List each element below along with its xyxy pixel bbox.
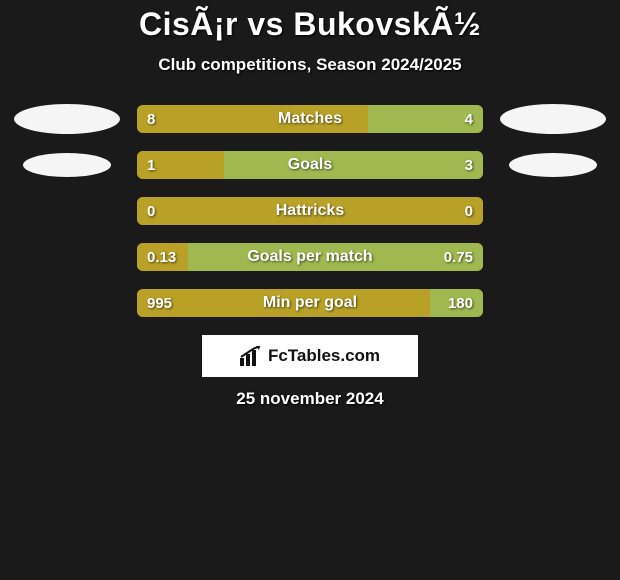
player-avatar-left xyxy=(23,153,111,177)
avatar-wrap-right xyxy=(493,104,613,134)
stat-row: 995180Min per goal xyxy=(0,285,620,321)
stat-label: Hattricks xyxy=(137,197,483,225)
stat-bar: 84Matches xyxy=(137,105,483,133)
brand-text: FcTables.com xyxy=(268,346,380,366)
date-label: 25 november 2024 xyxy=(0,389,620,409)
page-title: CisÃ¡r vs BukovskÃ½ xyxy=(0,6,620,43)
stat-label: Matches xyxy=(137,105,483,133)
avatar-wrap-right xyxy=(493,153,613,177)
stat-bar: 00Hattricks xyxy=(137,197,483,225)
player-avatar-right xyxy=(509,153,597,177)
player-avatar-left xyxy=(14,104,120,134)
avatar-wrap-left xyxy=(7,153,127,177)
avatar-wrap-left xyxy=(7,104,127,134)
stat-row: 00Hattricks xyxy=(0,193,620,229)
stat-bar: 0.130.75Goals per match xyxy=(137,243,483,271)
stat-label: Goals xyxy=(137,151,483,179)
stat-row: 84Matches xyxy=(0,101,620,137)
subtitle: Club competitions, Season 2024/2025 xyxy=(0,55,620,75)
brand-badge[interactable]: FcTables.com xyxy=(202,335,418,377)
stat-label: Min per goal xyxy=(137,289,483,317)
stats-section: 84Matches 13Goals 00Hattricks 0.130.75Goals… xyxy=(0,101,620,321)
stat-bar: 995180Min per goal xyxy=(137,289,483,317)
stat-row: 0.130.75Goals per match xyxy=(0,239,620,275)
chart-icon xyxy=(240,346,262,366)
stat-row: 13Goals xyxy=(0,147,620,183)
comparison-card: CisÃ¡r vs BukovskÃ½ Club competitions, S… xyxy=(0,0,620,409)
player-avatar-right xyxy=(500,104,606,134)
stat-bar: 13Goals xyxy=(137,151,483,179)
stat-label: Goals per match xyxy=(137,243,483,271)
